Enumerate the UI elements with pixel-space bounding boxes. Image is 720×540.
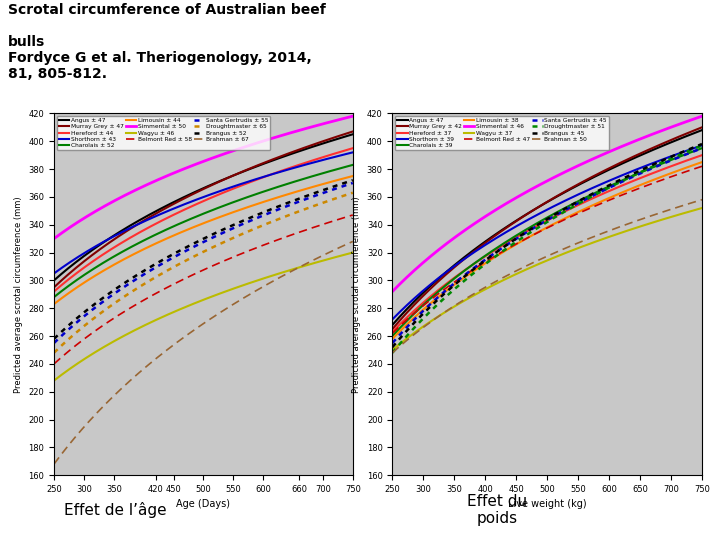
Y-axis label: Predicted average scrotal circumference (mm): Predicted average scrotal circumference … bbox=[14, 196, 23, 393]
Legend: Angus ± 47, Murray Grey ± 42, Hereford ± 37, Shorthorn ± 39, Charolais ± 39, Lim: Angus ± 47, Murray Grey ± 42, Hereford ±… bbox=[395, 116, 608, 150]
Text: Effet de l’âge: Effet de l’âge bbox=[64, 502, 166, 518]
Text: bulls
Fordyce G et al. Theriogenology, 2014,
81, 805-812.: bulls Fordyce G et al. Theriogenology, 2… bbox=[9, 35, 312, 81]
X-axis label: Age (Days): Age (Days) bbox=[176, 500, 230, 509]
Legend: Angus ± 47, Murray Grey ± 47, Hereford ± 44, Shorthorn ± 43, Charolais ± 52, Lim: Angus ± 47, Murray Grey ± 47, Hereford ±… bbox=[57, 116, 270, 150]
Text: Effet du
poids: Effet du poids bbox=[467, 494, 527, 526]
X-axis label: Live weight (kg): Live weight (kg) bbox=[508, 500, 587, 509]
Y-axis label: Predicted average scrotal circumference (mm): Predicted average scrotal circumference … bbox=[352, 196, 361, 393]
Text: Scrotal circumference of Australian beef: Scrotal circumference of Australian beef bbox=[9, 3, 326, 17]
